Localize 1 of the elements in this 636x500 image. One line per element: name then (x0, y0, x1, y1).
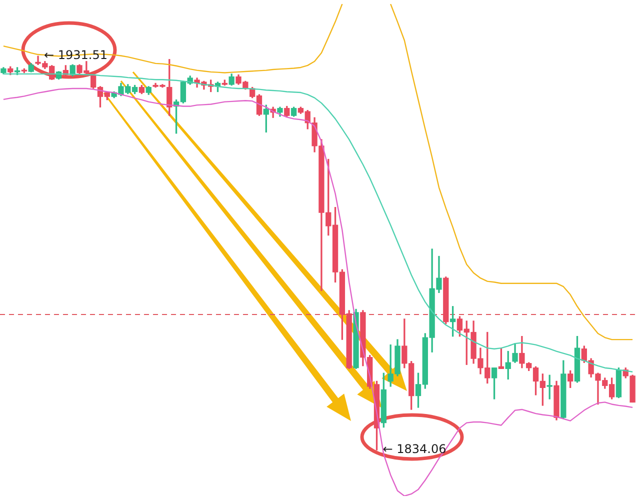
annotation: ← 1834.06 (382, 442, 446, 456)
